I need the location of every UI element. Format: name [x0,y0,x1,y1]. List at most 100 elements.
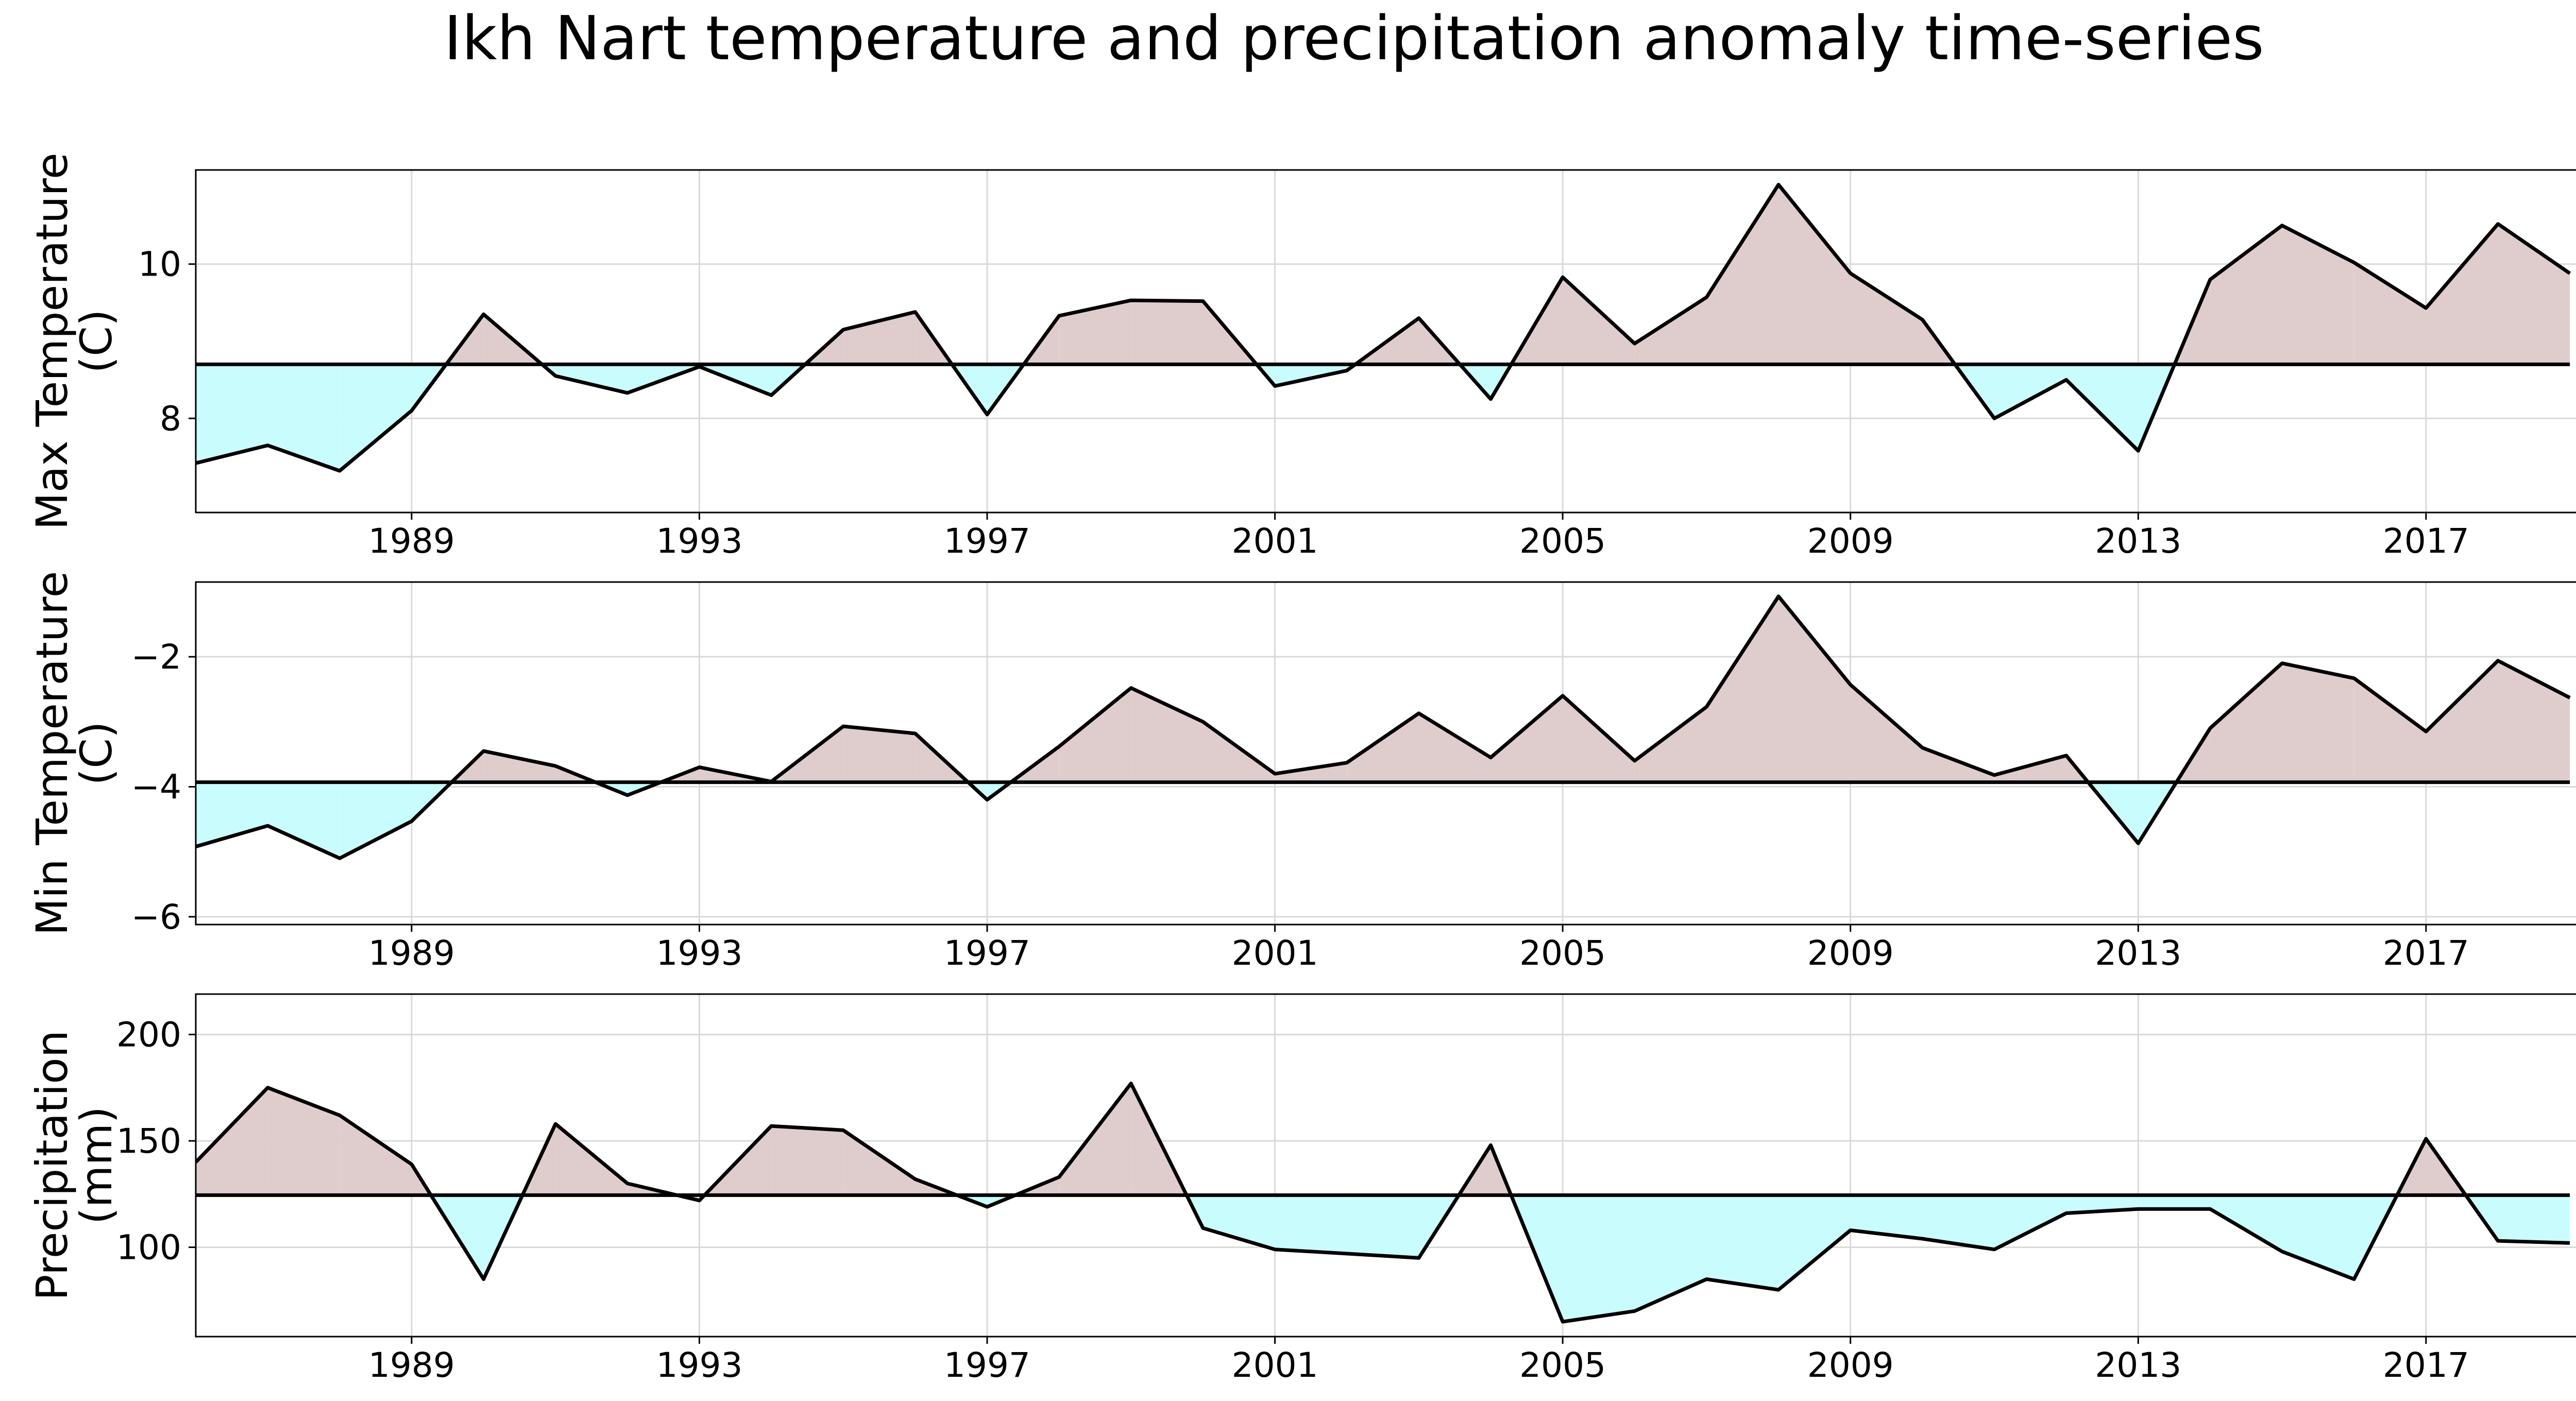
y-axis-label-line: Max Temperature [27,152,77,529]
data-point [2568,271,2572,276]
above-baseline-fill [1706,596,1779,782]
below-baseline-fill [2066,364,2139,451]
above-baseline-fill [843,1130,916,1195]
data-point [266,1086,270,1090]
below-baseline-fill [1850,1195,1923,1239]
x-tick-label: 1989 [368,521,455,561]
data-point [2352,676,2356,680]
x-tick-label: 1989 [368,933,455,973]
data-point [2280,224,2284,228]
above-baseline-fill [843,726,916,782]
series-line [196,183,2571,473]
y-axis-label-line: (C) [71,721,122,785]
x-tick-label: 2017 [2383,933,2469,973]
panels: 1989 1993 1997 2001 2005 2009 2013 2017 8 10 Max T… [27,152,2576,1385]
above-baseline-fill [2498,660,2570,782]
series-line [196,594,2571,860]
data-point [769,393,773,397]
data-point [1920,746,1924,750]
above-baseline-fill [2426,660,2498,782]
y-axis-label: Min Temperature(C) [27,571,122,936]
data-point [1704,295,1708,299]
data-point [985,798,989,802]
data-point [2568,1241,2572,1245]
data-point [1201,1226,1205,1230]
x-tick-label: 2013 [2095,521,2181,561]
data-point [2208,726,2212,730]
data-point [1345,1252,1349,1256]
above-baseline-fill [483,751,556,782]
y-axis-label: Max Temperature(C) [27,152,122,529]
data-point [553,1122,557,1126]
data-point [2208,1207,2212,1211]
x-tick-label: 1997 [944,1345,1030,1385]
data-point [1849,1228,1853,1232]
below-baseline-fill [1778,1195,1851,1290]
data-point [2352,261,2356,265]
data-point [2136,449,2140,453]
above-baseline-fill [2210,225,2282,365]
above-baseline-fill [1778,184,1851,365]
x-tick-label: 2005 [1519,933,1606,973]
data-point [2424,306,2428,310]
data-point [1849,271,1853,276]
data-point [1992,416,1996,420]
y-tick-label: 100 [116,1228,181,1268]
data-point [1489,756,1493,760]
data-point [1057,314,1061,318]
data-point [1992,773,1996,777]
data-point [1704,705,1708,709]
above-baseline-fill [267,1087,340,1195]
below-baseline-fill [1347,1195,1419,1258]
above-baseline-fill [1490,695,1563,782]
data-point [1201,720,1205,724]
x-tick-label: 2013 [2095,1345,2181,1385]
above-baseline-fill [196,1087,268,1195]
chart-panel-2: 1989 1993 1997 2001 2005 2009 2013 2017−6−4−2Mi… [27,571,2576,973]
above-baseline-fill [1059,688,1131,782]
y-tick-label: 8 [160,399,181,438]
data-point [1704,1277,1708,1281]
data-point [913,731,917,736]
data-point [1345,368,1349,372]
above-baseline-fill [1131,688,1203,782]
data-point [553,764,557,768]
below-baseline-fill [340,364,412,471]
data-point [1992,1248,1996,1252]
y-tick-label: −4 [131,767,181,807]
data-point [2568,696,2572,700]
above-baseline-fill [1347,713,1419,782]
data-point [913,310,917,314]
data-point [1273,1248,1277,1252]
below-baseline-fill [555,364,628,393]
data-point [1920,1237,1924,1241]
data-point [697,365,701,369]
above-baseline-fill [2354,678,2426,782]
data-point [2064,754,2069,758]
data-point [913,1177,917,1181]
data-point [2496,1239,2500,1243]
below-baseline-fill [267,782,340,859]
x-tick-label: 2013 [2095,933,2181,973]
above-baseline-fill [2282,225,2354,365]
above-baseline-fill [1850,685,1923,782]
data-point [1776,1288,1781,1292]
above-baseline-fill [1634,707,1707,782]
data-point [482,749,486,753]
below-baseline-fill [267,364,340,471]
x-tick-label: 1993 [656,521,742,561]
above-baseline-fill [340,1115,412,1195]
below-baseline-fill [1922,1195,1994,1250]
y-axis-label-line: (mm) [71,1106,122,1224]
data-point [1417,1256,1421,1260]
below-baseline-fill [1634,1195,1707,1311]
x-tick-label: 2017 [2383,521,2469,561]
above-baseline-fill [1634,297,1707,365]
above-baseline-fill [1131,300,1203,365]
above-baseline-fill [2210,663,2282,782]
y-axis-label-line: Min Temperature [27,571,77,936]
data-point [625,391,630,395]
data-point [337,469,342,473]
x-tick-label: 2001 [1232,933,1318,973]
